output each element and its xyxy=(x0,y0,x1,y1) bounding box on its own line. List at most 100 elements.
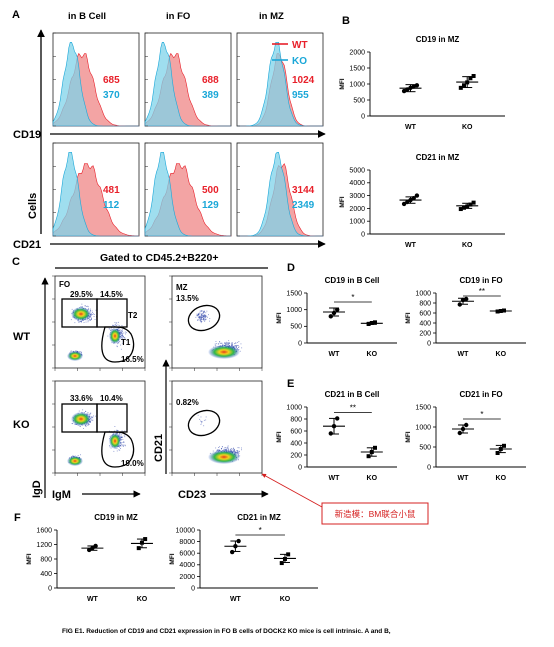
y-axis-label: MFI xyxy=(405,312,412,323)
flow-event xyxy=(204,314,206,316)
chart-title: CD19 in MZ xyxy=(416,35,460,44)
chart-title: CD21 in B Cell xyxy=(325,390,380,399)
flow-event xyxy=(93,316,95,317)
flow-event xyxy=(237,342,239,343)
flow-event xyxy=(232,449,234,451)
flow-event xyxy=(117,328,119,330)
y-tick-label: 800 xyxy=(40,556,52,563)
flow-event xyxy=(95,309,97,311)
flow-event xyxy=(200,317,202,319)
panel-letter-c: C xyxy=(12,256,20,268)
data-point-wt xyxy=(233,544,238,549)
flow-event xyxy=(200,318,202,320)
flow-event xyxy=(198,316,200,317)
gate-wt-fo-pct: 29.5% xyxy=(70,290,93,299)
flow-event xyxy=(201,315,203,316)
category-label: WT xyxy=(405,242,417,249)
flow-event xyxy=(85,321,87,323)
flow-event xyxy=(215,341,217,342)
flow-event xyxy=(70,319,72,321)
flow-event xyxy=(203,311,205,312)
significance-label: * xyxy=(480,410,483,419)
flow-event xyxy=(92,312,93,313)
flow-event xyxy=(200,319,202,321)
data-point-ko xyxy=(462,205,466,210)
panel-letter-d: D xyxy=(287,262,295,274)
gate-wt-mz-pct: 13.5% xyxy=(176,294,199,303)
flow-event xyxy=(114,324,116,325)
flow-event xyxy=(204,318,206,320)
flow-event xyxy=(120,439,122,441)
flow-event xyxy=(79,321,81,323)
mfi-ko-cd19-fo: 389 xyxy=(202,90,219,101)
flow-event xyxy=(200,313,202,315)
flow-event xyxy=(203,314,205,316)
flow-event xyxy=(78,410,80,412)
flow-event xyxy=(200,320,201,322)
data-point-ko xyxy=(373,445,377,450)
flow-event xyxy=(88,320,90,322)
flow-event xyxy=(83,428,84,429)
y-tick-label: 5000 xyxy=(349,167,365,174)
flow-event xyxy=(205,312,207,314)
flow-event xyxy=(233,450,235,452)
data-point-wt xyxy=(464,422,469,428)
flow-event xyxy=(122,436,123,438)
flow-event xyxy=(219,446,220,448)
flow-event xyxy=(234,450,236,451)
flow-event xyxy=(114,325,115,327)
flow-event xyxy=(123,441,125,443)
flow-event xyxy=(198,312,200,314)
flow-event xyxy=(206,315,208,317)
mfi-wt-cd19-fo: 688 xyxy=(202,75,219,86)
data-point-wt xyxy=(90,545,95,551)
chart-b-cd21-mz: CD21 in MZ 0 1000 2000 3000 4000 5000 MFI WT KO xyxy=(339,153,505,249)
gate-label-t2: T2 xyxy=(128,311,138,320)
flow-event xyxy=(199,315,201,317)
mfi-ko-cd19-bcell: 370 xyxy=(103,90,120,101)
data-point-wt xyxy=(405,199,410,205)
flow-event xyxy=(90,315,92,317)
flow-event xyxy=(203,311,204,313)
row-marker-cd21: CD21 xyxy=(13,239,41,251)
flow-event xyxy=(226,449,228,451)
flow-event xyxy=(221,448,222,449)
flow-event xyxy=(80,351,82,353)
data-point-wt xyxy=(236,538,241,544)
category-label: WT xyxy=(230,596,242,603)
flow-event xyxy=(228,342,230,344)
flow-event xyxy=(238,347,239,348)
flow-event xyxy=(228,340,230,342)
histogram-ko-curve xyxy=(144,42,231,127)
data-point-ko xyxy=(369,321,374,325)
data-point-wt xyxy=(411,195,416,201)
gate-t1 xyxy=(101,431,135,468)
flow-event xyxy=(224,342,226,344)
y-tick-label: 400 xyxy=(40,571,52,578)
flow-event xyxy=(122,339,124,340)
flow-event xyxy=(95,415,96,417)
flow-event xyxy=(88,414,90,416)
flow-event xyxy=(223,449,225,450)
flow-event xyxy=(226,447,228,449)
flow-event xyxy=(94,319,96,320)
flow-event xyxy=(215,447,217,449)
flow-event xyxy=(203,315,205,316)
y-tick-label: 1000 xyxy=(349,219,365,226)
flow-event xyxy=(224,447,226,449)
y-tick-label: 0 xyxy=(191,585,195,592)
flow-event xyxy=(115,325,117,327)
gate-mz xyxy=(187,304,221,332)
y-tick-label: 10000 xyxy=(176,527,196,534)
density-hotspot xyxy=(67,351,83,361)
flow-event xyxy=(237,452,239,453)
flow-event xyxy=(109,430,110,432)
flow-event xyxy=(200,322,202,324)
flow-event xyxy=(236,345,238,347)
flow-event xyxy=(201,321,203,322)
flow-event xyxy=(237,450,239,451)
data-point-ko xyxy=(458,207,463,212)
flow-event xyxy=(225,342,227,344)
flow-event xyxy=(232,342,233,344)
y-tick-label: 8000 xyxy=(179,539,195,546)
